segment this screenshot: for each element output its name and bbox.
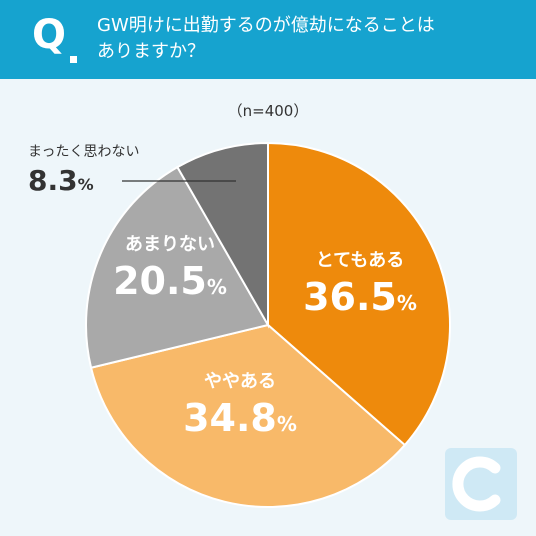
pie-slice-not-at-all xyxy=(176,141,269,329)
question-text-line1: GW明けに出勤するのが億劫になることは xyxy=(97,15,435,36)
slice-label-not-really: あまりない 20.5% xyxy=(105,234,235,303)
brand-logo-icon xyxy=(445,448,517,520)
slice-value-somewhat: 34.8 xyxy=(183,396,277,440)
slice-name-not-really: あまりない xyxy=(125,234,215,255)
slice-name-not-at-all: まったく思わない xyxy=(28,144,140,160)
percent-sign: % xyxy=(396,291,417,315)
percent-sign: % xyxy=(276,412,297,436)
percent-sign: % xyxy=(77,175,94,194)
slice-name-very: とてもある xyxy=(315,250,405,271)
slice-label-somewhat: ややある 34.8% xyxy=(175,371,305,440)
question-header: Q GW明けに出勤するのが億劫になることは ありますか？ xyxy=(0,0,536,79)
slice-value-very: 36.5 xyxy=(303,275,397,319)
sample-size: （n=400） xyxy=(227,102,309,120)
slice-label-very: とてもある 36.5% xyxy=(300,250,420,319)
question-mark-dot xyxy=(70,56,77,63)
slice-value-not-at-all: 8.3 xyxy=(28,164,78,197)
pie-slice-very xyxy=(267,141,452,447)
slice-label-not-at-all: まったく思わない 8.3% xyxy=(28,145,139,195)
question-text-line2: ありますか？ xyxy=(97,41,205,62)
pie-slice-somewhat xyxy=(89,323,407,509)
slice-name-somewhat: ややある xyxy=(204,371,276,392)
slice-value-not-really: 20.5 xyxy=(113,259,207,303)
percent-sign: % xyxy=(206,275,227,299)
question-mark: Q xyxy=(32,12,67,58)
